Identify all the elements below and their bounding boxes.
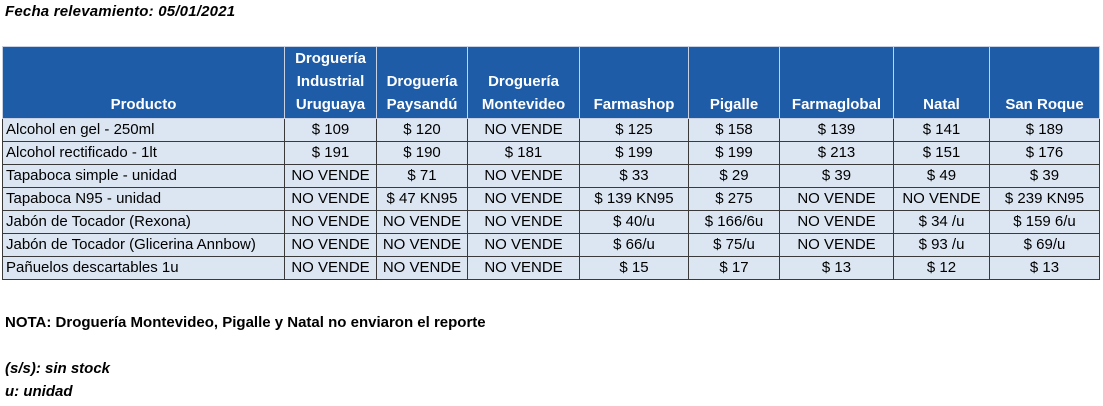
price-cell: NO VENDE — [284, 164, 377, 188]
price-cell: $ 189 — [989, 118, 1100, 142]
price-cell: $ 69/u — [989, 233, 1100, 257]
price-cell: NO VENDE — [284, 256, 377, 280]
price-cell: NO VENDE — [376, 210, 468, 234]
table-row: Jabón de Tocador (Rexona) NO VENDE NO VE… — [2, 210, 1100, 234]
table-row: Tapaboca N95 - unidad NO VENDE $ 47 KN95… — [2, 187, 1100, 211]
price-cell: $ 190 — [376, 141, 468, 165]
price-cell: NO VENDE — [467, 164, 580, 188]
product-cell: Tapaboca simple - unidad — [2, 164, 285, 188]
legend-unidad: u: unidad — [5, 383, 73, 400]
price-cell: NO VENDE — [467, 210, 580, 234]
table-row: Alcohol en gel - 250ml $ 109 $ 120 NO VE… — [2, 118, 1100, 142]
price-cell: $ 120 — [376, 118, 468, 142]
price-cell: $ 75/u — [688, 233, 780, 257]
survey-date-label: Fecha relevamiento: 05/01/2021 — [5, 3, 236, 20]
price-cell: $ 93 /u — [893, 233, 990, 257]
price-cell: $ 39 — [779, 164, 894, 188]
price-cell: $ 13 — [989, 256, 1100, 280]
price-cell: $ 109 — [284, 118, 377, 142]
product-cell: Tapaboca N95 - unidad — [2, 187, 285, 211]
table-row: Alcohol rectificado - 1lt $ 191 $ 190 $ … — [2, 141, 1100, 165]
price-cell: $ 191 — [284, 141, 377, 165]
price-cell: $ 139 KN95 — [579, 187, 689, 211]
price-cell: NO VENDE — [376, 256, 468, 280]
price-cell: $ 213 — [779, 141, 894, 165]
price-cell: $ 17 — [688, 256, 780, 280]
price-cell: NO VENDE — [467, 233, 580, 257]
table-header-row: Producto Droguería Industrial Uruguaya D… — [2, 46, 1100, 119]
header-drogueria-paysandu: Droguería Paysandú — [376, 46, 468, 119]
price-cell: $ 40/u — [579, 210, 689, 234]
price-cell: $ 158 — [688, 118, 780, 142]
price-cell: $ 151 — [893, 141, 990, 165]
price-cell: NO VENDE — [467, 118, 580, 142]
header-drogueria-montevideo: Droguería Montevideo — [467, 46, 580, 119]
price-cell: $ 139 — [779, 118, 894, 142]
price-cell: $ 15 — [579, 256, 689, 280]
table-row: Jabón de Tocador (Glicerina Annbow) NO V… — [2, 233, 1100, 257]
price-cell: NO VENDE — [284, 210, 377, 234]
header-pigalle: Pigalle — [688, 46, 780, 119]
product-cell: Jabón de Tocador (Rexona) — [2, 210, 285, 234]
price-cell: $ 239 KN95 — [989, 187, 1100, 211]
price-cell: $ 13 — [779, 256, 894, 280]
price-table: Producto Droguería Industrial Uruguaya D… — [2, 46, 1100, 280]
price-cell: $ 166/6u — [688, 210, 780, 234]
price-cell: $ 199 — [688, 141, 780, 165]
header-producto: Producto — [2, 46, 285, 119]
product-cell: Alcohol en gel - 250ml — [2, 118, 285, 142]
price-cell: NO VENDE — [467, 256, 580, 280]
header-drogueria-industrial-uruguaya: Droguería Industrial Uruguaya — [284, 46, 377, 119]
price-cell: $ 47 KN95 — [376, 187, 468, 211]
price-cell: NO VENDE — [779, 210, 894, 234]
price-cell: NO VENDE — [284, 187, 377, 211]
legend-sin-stock: (s/s): sin stock — [5, 360, 111, 377]
header-san-roque: San Roque — [989, 46, 1100, 119]
price-cell: $ 71 — [376, 164, 468, 188]
price-cell: $ 176 — [989, 141, 1100, 165]
price-cell: $ 275 — [688, 187, 780, 211]
price-cell: $ 29 — [688, 164, 780, 188]
price-cell: NO VENDE — [779, 233, 894, 257]
price-cell: $ 49 — [893, 164, 990, 188]
price-cell: NO VENDE — [284, 233, 377, 257]
price-cell: NO VENDE — [467, 187, 580, 211]
header-farmaglobal: Farmaglobal — [779, 46, 894, 119]
product-cell: Alcohol rectificado - 1lt — [2, 141, 285, 165]
price-cell: $ 141 — [893, 118, 990, 142]
price-cell: NO VENDE — [376, 233, 468, 257]
price-cell: NO VENDE — [893, 187, 990, 211]
price-cell: $ 181 — [467, 141, 580, 165]
product-cell: Jabón de Tocador (Glicerina Annbow) — [2, 233, 285, 257]
price-cell: $ 66/u — [579, 233, 689, 257]
price-cell: $ 125 — [579, 118, 689, 142]
table-row: Tapaboca simple - unidad NO VENDE $ 71 N… — [2, 164, 1100, 188]
product-cell: Pañuelos descartables 1u — [2, 256, 285, 280]
price-cell: $ 39 — [989, 164, 1100, 188]
report-note: NOTA: Droguería Montevideo, Pigalle y Na… — [5, 314, 486, 331]
price-cell: $ 12 — [893, 256, 990, 280]
price-cell: $ 34 /u — [893, 210, 990, 234]
header-natal: Natal — [893, 46, 990, 119]
header-farmashop: Farmashop — [579, 46, 689, 119]
price-cell: $ 159 6/u — [989, 210, 1100, 234]
table-row: Pañuelos descartables 1u NO VENDE NO VEN… — [2, 256, 1100, 280]
price-cell: $ 33 — [579, 164, 689, 188]
price-cell: NO VENDE — [779, 187, 894, 211]
price-cell: $ 199 — [579, 141, 689, 165]
